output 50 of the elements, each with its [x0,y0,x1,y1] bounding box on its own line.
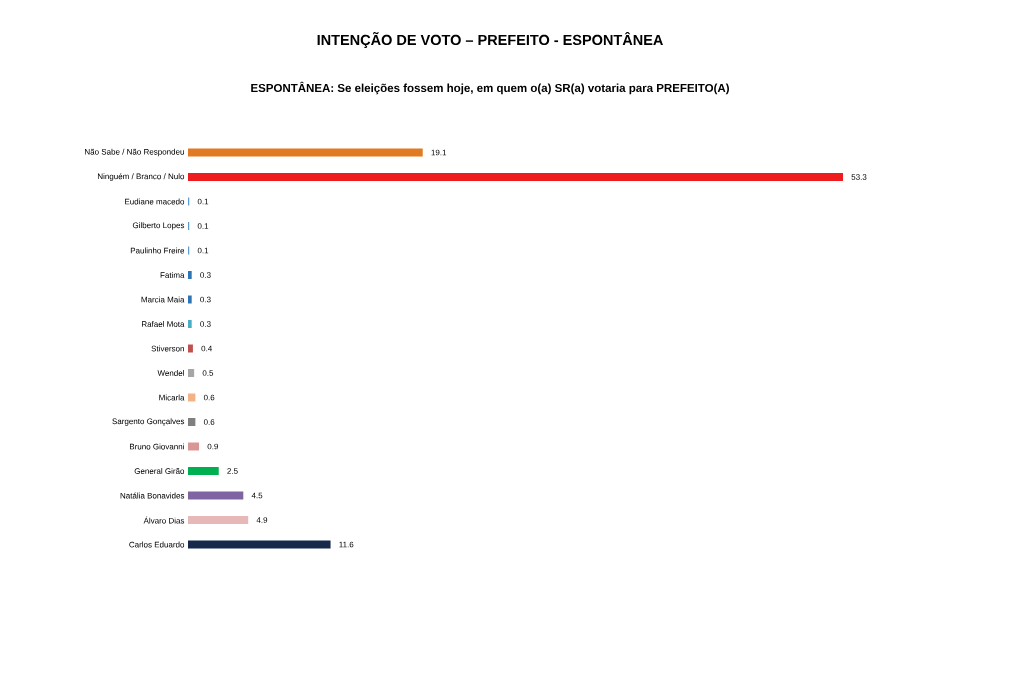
bar [188,467,219,475]
y-tick-label: Carlos Eduardo [129,541,185,548]
y-tick-label: General Girão [134,468,185,474]
data-label: 53.3 [851,174,867,180]
bar [188,442,200,451]
data-label: 11.6 [339,541,354,548]
data-label: 0.5 [202,370,214,376]
bar [188,491,244,500]
y-tick-label: Stiverson [151,345,184,352]
data-label: 0.3 [200,296,211,303]
y-tick-label: Fatima [160,272,185,278]
data-label: 0.1 [197,247,209,254]
y-tick-label: Bruno Giovanni [129,443,184,450]
y-tick-label: Marcia Maia [141,296,185,303]
bar [188,344,193,353]
y-tick-label: Natália Bonavides [120,492,185,499]
y-tick-label: Gilberto Lopes [132,222,185,230]
y-tick-label: Sargento Gonçalves [112,418,185,426]
data-label: 0.1 [197,198,209,205]
y-tick-label: Ninguém / Branco / Nulo [97,173,185,181]
data-label: 0.9 [207,443,218,450]
y-tick-label: Rafael Mota [141,321,185,327]
bar [188,369,195,377]
y-tick-label: Paulinho Freire [130,247,185,254]
bar [188,295,192,304]
bar [188,516,249,524]
data-label: 4.5 [251,492,263,499]
chart-title: INTENÇÃO DE VOTO – PREFEITO - ESPONTÂNEA [317,31,663,48]
data-label: 2.5 [227,468,238,474]
bar [188,271,192,279]
data-label: 0.4 [201,345,213,352]
chart-subtitle: ESPONTÂNEA: Se eleições fossem hoje, em quem o(a) SR(a) votaria para PREFEITO(A) [251,81,729,95]
data-label: 0.1 [197,223,209,229]
bar [188,173,844,181]
data-label: 19.1 [431,149,447,156]
data-label: 0.6 [203,394,215,401]
bar [188,320,192,328]
y-tick-label: Álvaro Dias [143,516,185,524]
data-label: 0.3 [200,321,211,327]
y-tick-label: Não Sabe / Não Respondeu [85,148,184,157]
data-label: 0.3 [200,272,211,278]
y-tick-label: Micarla [159,394,185,401]
data-label: 4.9 [256,517,268,523]
data-label: 0.6 [203,419,215,425]
bar [188,540,331,549]
y-tick-label: Eudiane macedo [125,198,185,205]
bar [188,148,423,157]
bar [188,393,196,402]
y-tick-label: Wendel [157,370,184,376]
bar [188,418,196,426]
